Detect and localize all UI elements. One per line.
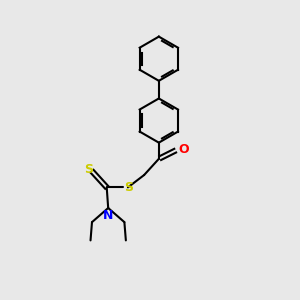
- Text: O: O: [178, 143, 189, 157]
- Text: N: N: [103, 209, 113, 223]
- Text: S: S: [124, 181, 133, 194]
- Text: S: S: [85, 163, 94, 176]
